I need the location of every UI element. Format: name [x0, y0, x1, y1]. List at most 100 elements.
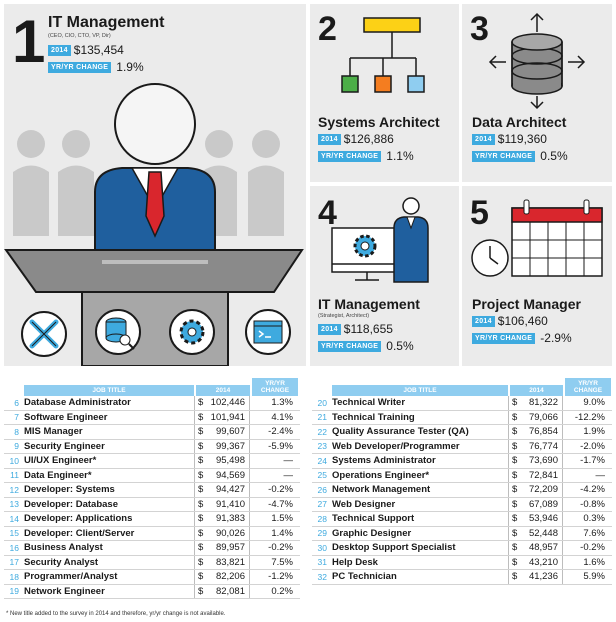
- table-row: 21 Technical Training $79,066 -12.2%: [312, 410, 612, 425]
- row-rank: 26: [317, 484, 327, 495]
- row-change: 1.3%: [271, 397, 293, 409]
- row-job-title: Systems Administrator: [332, 455, 436, 467]
- row-rank: 25: [317, 470, 327, 481]
- table-row: 27 Web Designer $67,089 -0.8%: [312, 497, 612, 512]
- rank-number: 1: [12, 8, 46, 75]
- row-salary: 83,821: [215, 556, 245, 568]
- database-icon: [511, 33, 563, 95]
- column-divider: [562, 570, 563, 584]
- row-change: 7.6%: [583, 527, 605, 539]
- change-row: YR/YR CHANGE -2.9%: [472, 331, 572, 345]
- column-divider: [249, 570, 250, 584]
- rank-number: 3: [470, 10, 489, 48]
- change-value: 0.5%: [386, 339, 414, 353]
- row-currency: $: [512, 542, 518, 554]
- column-divider: [249, 454, 250, 468]
- salary-value: $126,886: [343, 132, 394, 146]
- person-icon: [393, 197, 429, 283]
- header-year: 2014: [196, 385, 250, 396]
- column-divider: [508, 497, 509, 511]
- row-currency: $: [198, 411, 204, 423]
- table-body: 6 Database Administrator $102,446 1.3% 7 Soft…: [4, 396, 300, 599]
- table-row: 15 Developer: Client/Server $90,026 1.4%: [4, 526, 300, 541]
- row-salary: 99,367: [215, 440, 245, 452]
- row-salary: 48,957: [528, 542, 558, 554]
- row-rank: 14: [9, 513, 19, 524]
- row-rank: 11: [10, 470, 19, 481]
- row-change: 1.4%: [271, 527, 293, 539]
- row-change: 0.2%: [271, 585, 293, 597]
- salary-table-left: JOB TITLE 2014 YR/YR CHANGE 6 Database Ad…: [4, 378, 300, 599]
- header-change-line1: YR/YR: [578, 380, 598, 387]
- change-tag: YR/YR CHANGE: [318, 150, 382, 162]
- column-divider: [508, 526, 509, 540]
- row-currency: $: [198, 440, 204, 452]
- row-currency: $: [512, 426, 518, 438]
- row-rank: 15: [9, 528, 19, 539]
- footnote: * New title added to the survey in 2014 …: [6, 611, 226, 617]
- row-rank: 31: [317, 557, 327, 568]
- header-change: YR/YR CHANGE: [565, 378, 611, 396]
- change-value: -2.9%: [540, 331, 572, 345]
- column-divider: [508, 425, 509, 439]
- column-divider: [562, 512, 563, 526]
- row-salary: 52,448: [528, 527, 558, 539]
- row-job-title: Technical Support: [332, 513, 415, 525]
- change-value: 0.5%: [540, 149, 568, 163]
- rank-number: 2: [318, 10, 337, 48]
- salary-row: 2014 $119,360: [472, 132, 547, 146]
- monitor-gear-icon: [331, 227, 403, 281]
- column-divider: [194, 483, 195, 497]
- row-currency: $: [512, 469, 518, 481]
- header-year: 2014: [510, 385, 563, 396]
- column-divider: [508, 512, 509, 526]
- row-rank: 21: [317, 412, 327, 423]
- row-currency: $: [512, 397, 518, 409]
- row-change: -2.0%: [580, 440, 605, 452]
- row-change: 7.5%: [271, 556, 293, 568]
- row-change: -4.7%: [268, 498, 293, 510]
- podium-illustration: [4, 83, 304, 366]
- row-currency: $: [198, 542, 204, 554]
- row-salary: 67,089: [528, 498, 558, 510]
- salary-row: 2014 $118,655: [318, 322, 393, 336]
- row-rank: 17: [9, 557, 19, 568]
- table-row: 8 MIS Manager $99,607 -2.4%: [4, 425, 300, 440]
- row-currency: $: [198, 455, 204, 467]
- row-rank: 29: [317, 528, 327, 539]
- row-salary: 82,206: [215, 571, 245, 583]
- column-divider: [508, 454, 509, 468]
- year-tag: 2014: [48, 44, 71, 56]
- row-job-title: Desktop Support Specialist: [332, 542, 456, 554]
- panel-title: Systems Architect: [318, 114, 440, 130]
- row-rank: 16: [9, 542, 19, 553]
- column-divider: [249, 497, 250, 511]
- row-salary: 94,427: [215, 484, 245, 496]
- table-row: 16 Business Analyst $89,957 -0.2%: [4, 541, 300, 556]
- salary-row: 2014 $106,460: [472, 314, 548, 328]
- row-rank: 24: [317, 455, 327, 466]
- row-salary: 102,446: [210, 397, 245, 409]
- column-divider: [562, 541, 563, 555]
- row-salary: 91,410: [215, 498, 245, 510]
- row-job-title: Quality Assurance Tester (QA): [332, 426, 469, 438]
- table-row: 20 Technical Writer $81,322 9.0%: [312, 396, 612, 411]
- row-currency: $: [198, 498, 204, 510]
- column-divider: [562, 497, 563, 511]
- row-change: 1.5%: [271, 513, 293, 525]
- table-row: 12 Developer: Systems $94,427 -0.2%: [4, 483, 300, 498]
- row-rank: 18: [9, 571, 19, 582]
- row-currency: $: [198, 484, 204, 496]
- row-currency: $: [512, 411, 518, 423]
- row-currency: $: [198, 513, 204, 525]
- row-job-title: UI/UX Engineer*: [24, 455, 97, 467]
- table-row: 28 Technical Support $53,946 0.3%: [312, 512, 612, 527]
- salary-value: $135,454: [73, 43, 124, 57]
- row-salary: 91,383: [215, 513, 245, 525]
- row-change: -5.9%: [268, 440, 293, 452]
- column-divider: [194, 468, 195, 482]
- table-row: 32 PC Technician $41,236 5.9%: [312, 570, 612, 585]
- column-divider: [562, 468, 563, 482]
- salary-row: 2014 $135,454: [48, 43, 124, 57]
- row-change: —: [283, 455, 294, 467]
